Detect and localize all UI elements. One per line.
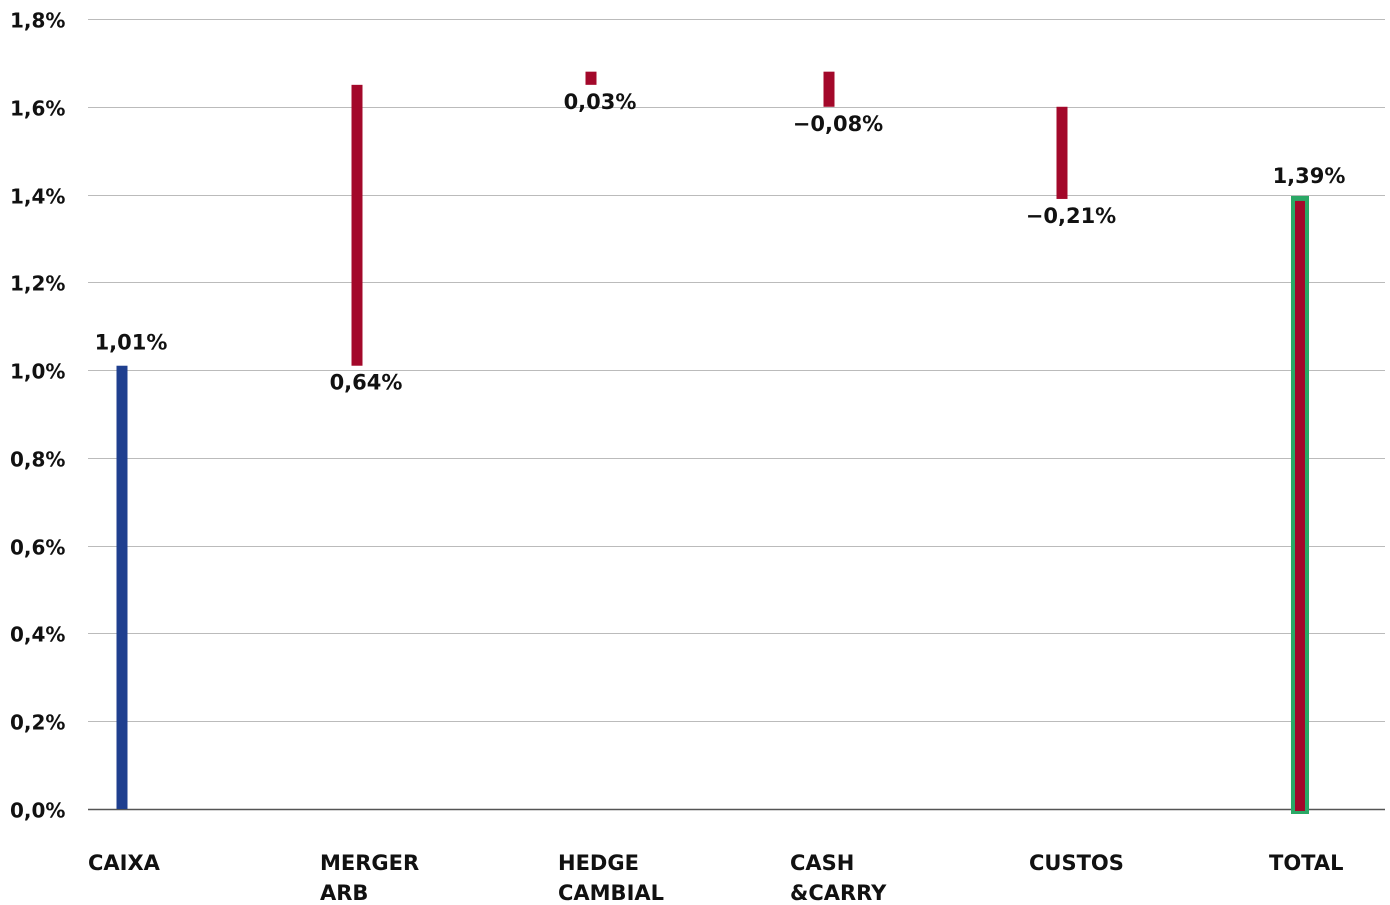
delta-bar bbox=[823, 71, 835, 107]
y-tick-label: 0,8% bbox=[10, 448, 65, 472]
y-tick-label: 0,6% bbox=[10, 536, 65, 560]
y-tick-label: 1,8% bbox=[10, 9, 65, 33]
category-label: CAIXA bbox=[88, 851, 161, 875]
delta-bar bbox=[585, 71, 597, 85]
category-label: CAMBIAL bbox=[558, 881, 664, 905]
data-label: 1,01% bbox=[95, 331, 168, 355]
total-bar bbox=[1295, 200, 1305, 811]
x-axis-category-labels: CAIXA MERGER ARB HEDGE CAMBIAL CASH&CARRY CUST… bbox=[88, 851, 1344, 905]
gridlines bbox=[88, 19, 1385, 811]
y-tick-label: 1,2% bbox=[10, 272, 65, 296]
category-label: &CARRY bbox=[790, 881, 887, 905]
category-label: TOTAL bbox=[1269, 851, 1344, 875]
category-label: HEDGE bbox=[558, 851, 639, 875]
bars bbox=[116, 71, 1309, 814]
category-label: CUSTOS bbox=[1029, 851, 1124, 875]
category-label: MERGER bbox=[320, 851, 419, 875]
y-axis-tick-labels: 0,0% 0,2% 0,4% 0,6% 0,8% 1,0% 1,2% 1,4% 1,6% 1,8% bbox=[10, 9, 65, 823]
y-tick-label: 0,4% bbox=[10, 623, 65, 647]
category-label: CASH bbox=[790, 851, 854, 875]
category-label: ARB bbox=[320, 881, 368, 905]
y-tick-label: 1,6% bbox=[10, 97, 65, 121]
y-tick-label: 1,4% bbox=[10, 185, 65, 209]
data-labels: 1,01% 0,64% 0,03% −0,08% −0,21% 1,39% bbox=[95, 90, 1346, 395]
delta-bar bbox=[351, 84, 363, 366]
data-label: −0,08% bbox=[793, 112, 883, 136]
data-label: 0,03% bbox=[564, 90, 637, 114]
delta-bar bbox=[1056, 106, 1068, 199]
y-tick-label: 0,2% bbox=[10, 711, 65, 735]
start-bar bbox=[116, 365, 128, 809]
data-label: 0,64% bbox=[330, 371, 403, 395]
data-label: 1,39% bbox=[1273, 164, 1346, 188]
y-tick-label: 1,0% bbox=[10, 360, 65, 384]
data-label: −0,21% bbox=[1026, 204, 1116, 228]
y-tick-label: 0,0% bbox=[10, 799, 65, 823]
